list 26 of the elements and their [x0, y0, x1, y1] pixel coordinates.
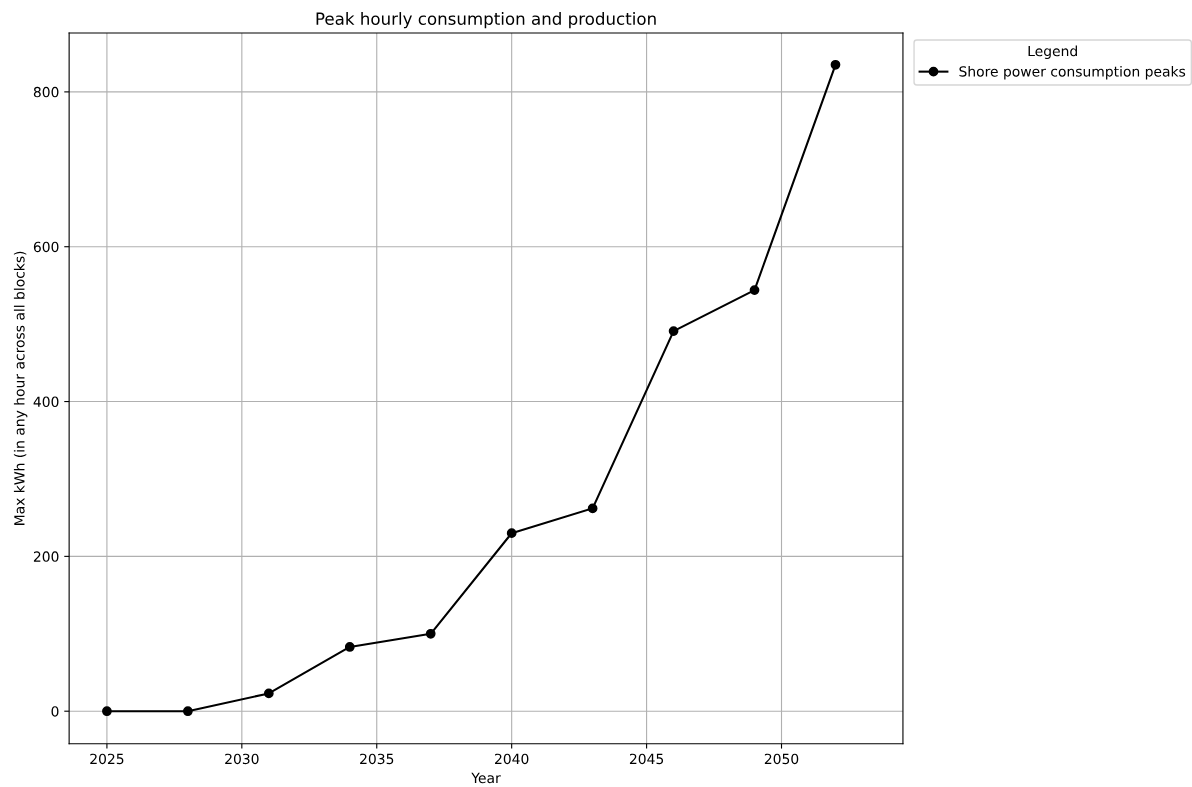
point: [425, 628, 436, 639]
point: [668, 326, 679, 336]
legend-title: Legend: [1028, 45, 1077, 59]
y-tick-label: 0: [51, 706, 59, 717]
point: [749, 285, 760, 295]
chart-title: Peak hourly consumption and production: [316, 12, 656, 29]
x-tick-label: 2035: [360, 753, 394, 765]
y-tick-label: 600: [33, 241, 59, 253]
point: [506, 528, 517, 539]
point: [102, 706, 112, 717]
point: [183, 706, 193, 717]
y-tick-label: 400: [33, 396, 59, 408]
legend-label: Shore power consumption peaks: [959, 65, 1186, 80]
point: [263, 688, 274, 699]
x-tick-label: 2045: [629, 753, 664, 765]
x-tick-label: 2040: [495, 753, 529, 765]
x-axis-title: Year: [471, 772, 501, 784]
y-tick-label: 800: [33, 86, 59, 98]
x-tick-label: 2025: [90, 753, 124, 765]
x-tick-label: 2030: [225, 753, 259, 765]
point: [344, 642, 355, 652]
x-tick-label: 2050: [764, 753, 799, 765]
point: [830, 59, 841, 70]
point: [587, 503, 598, 514]
y-axis-title: Max kWh (in any hour across all blocks): [13, 251, 28, 525]
y-tick-label: 200: [33, 551, 59, 562]
